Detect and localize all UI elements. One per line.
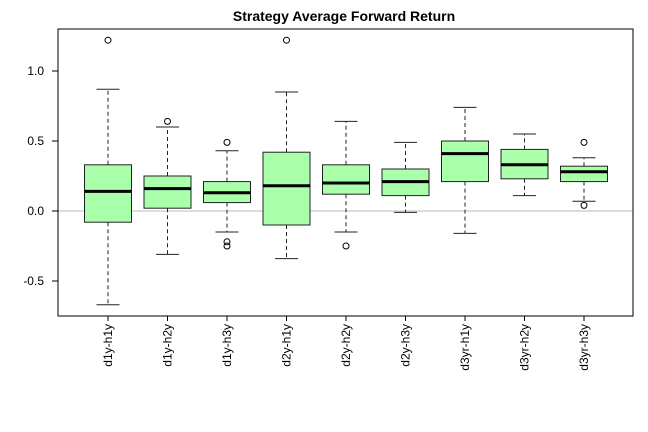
- x-tick-label: d3yr-h1y: [458, 324, 472, 371]
- x-tick-label: d1y-h3y: [220, 324, 234, 367]
- x-tick-label: d2y-h1y: [280, 324, 294, 367]
- outlier-point: [223, 238, 231, 246]
- outlier-point: [580, 201, 588, 209]
- outlier-point: [223, 138, 231, 146]
- box-d2y-h2y: [322, 164, 370, 195]
- y-tick-label: 0.5: [27, 134, 44, 148]
- y-tick-label: 1.0: [27, 64, 44, 78]
- box-d2y-h1y: [262, 151, 311, 226]
- plot-area: d1y-h1y d1y-h2y d1y-h3y d2y-h1y d2y-h2y d2y-h…: [23, 28, 634, 371]
- x-tick-label: d2y-h2y: [339, 324, 353, 367]
- box-d3yr-h1y: [441, 140, 489, 183]
- outlier-point: [342, 242, 350, 250]
- y-tick-label: -0.5: [23, 274, 44, 288]
- chart-title: Strategy Average Forward Return: [233, 8, 455, 24]
- y-tick-label: 0.0: [27, 204, 44, 218]
- x-tick-label: d2y-h3y: [399, 324, 413, 367]
- plot-frame: [57, 28, 634, 317]
- outlier-point: [283, 36, 290, 44]
- x-tick-label: d3yr-h3y: [577, 324, 591, 371]
- x-tick-label: d1y-h1y: [101, 324, 115, 367]
- x-tick-label: d3yr-h2y: [518, 324, 532, 371]
- box-d1y-h2y: [143, 175, 192, 209]
- outlier-point: [580, 138, 588, 146]
- outlier-point: [104, 36, 112, 44]
- outlier-point: [164, 117, 171, 125]
- box-d1y-h1y: [84, 164, 132, 223]
- box-d3yr-h3y: [560, 165, 608, 183]
- outlier-point: [223, 242, 231, 250]
- x-tick-label: d1y-h2y: [161, 324, 175, 367]
